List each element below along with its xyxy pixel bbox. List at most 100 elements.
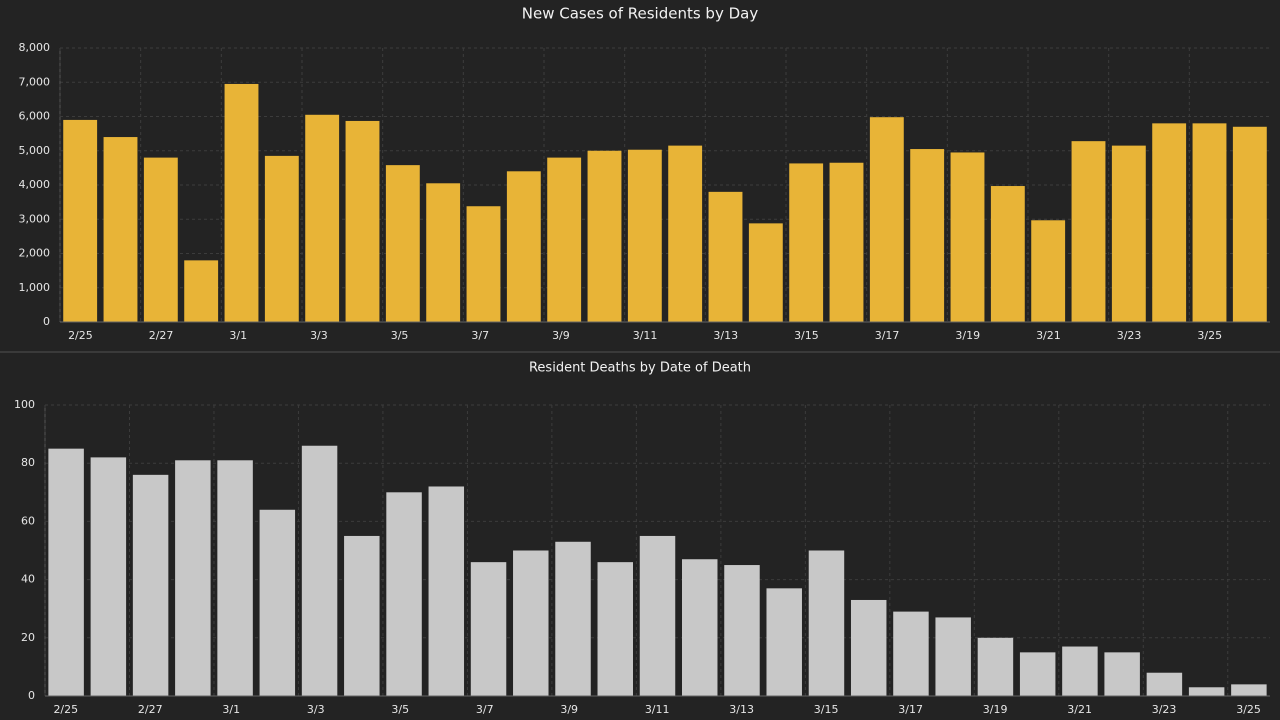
bar	[990, 186, 1025, 322]
bar	[1231, 684, 1267, 696]
x-tick-label: 3/3	[307, 703, 325, 716]
x-tick-label: 3/17	[898, 703, 923, 716]
bar	[143, 157, 178, 322]
bar	[1146, 672, 1183, 696]
bar	[850, 599, 887, 696]
bar	[345, 120, 380, 322]
chart-title: New Cases of Residents by Day	[522, 5, 759, 23]
x-tick-label: 2/25	[53, 703, 78, 716]
bar	[1152, 123, 1187, 322]
x-tick-label: 3/23	[1117, 329, 1142, 342]
x-tick-label: 2/27	[138, 703, 163, 716]
y-tick-label: 0	[43, 315, 50, 328]
bar	[175, 460, 211, 696]
bar	[869, 117, 904, 322]
y-tick-label: 6,000	[19, 110, 51, 123]
bar	[789, 163, 824, 322]
bar	[682, 559, 718, 696]
bar	[184, 260, 219, 322]
x-tick-label: 3/13	[729, 703, 754, 716]
y-tick-label: 2,000	[19, 247, 51, 260]
x-tick-label: 3/7	[476, 703, 494, 716]
y-tick-label: 5,000	[19, 144, 51, 157]
x-tick-label: 3/5	[391, 329, 409, 342]
x-tick-label: 2/25	[68, 329, 93, 342]
bar	[426, 183, 461, 322]
y-tick-label: 40	[21, 573, 35, 586]
bar	[386, 492, 422, 696]
bar	[555, 541, 591, 696]
bar	[708, 191, 743, 322]
bar	[466, 206, 501, 322]
bar	[259, 509, 296, 696]
x-tick-label: 3/25	[1197, 329, 1222, 342]
bar	[910, 149, 945, 322]
y-tick-label: 80	[21, 456, 35, 469]
bar	[344, 535, 380, 696]
bar	[217, 460, 253, 696]
bar	[627, 149, 662, 322]
bar	[1071, 141, 1106, 322]
bar	[808, 550, 845, 696]
y-tick-label: 4,000	[19, 178, 51, 191]
bar	[547, 157, 582, 322]
bar	[935, 617, 971, 696]
x-tick-label: 3/25	[1236, 703, 1261, 716]
x-tick-label: 2/27	[149, 329, 174, 342]
x-tick-label: 3/5	[391, 703, 409, 716]
x-tick-label: 3/15	[814, 703, 839, 716]
bar	[639, 535, 676, 696]
bar	[597, 562, 633, 696]
chart-title: Resident Deaths by Date of Death	[529, 361, 751, 376]
x-tick-label: 3/3	[310, 329, 328, 342]
bar	[103, 137, 138, 322]
y-tick-label: 100	[14, 398, 35, 411]
x-tick-label: 3/19	[955, 329, 980, 342]
bar	[301, 445, 338, 696]
bar	[224, 83, 259, 323]
y-tick-label: 8,000	[19, 41, 51, 54]
y-tick-label: 3,000	[19, 212, 51, 225]
bar	[977, 637, 1014, 696]
y-tick-label: 0	[28, 689, 35, 702]
y-tick-label: 60	[21, 514, 35, 527]
y-tick-label: 20	[21, 631, 35, 644]
bar	[513, 550, 549, 696]
bar	[48, 448, 84, 696]
x-tick-label: 3/11	[645, 703, 670, 716]
x-tick-label: 3/11	[633, 329, 658, 342]
bar	[1019, 652, 1056, 696]
x-tick-label: 3/1	[222, 703, 240, 716]
x-tick-label: 3/1	[229, 329, 247, 342]
bar	[470, 562, 507, 696]
bar	[1062, 646, 1098, 696]
bar	[1031, 220, 1066, 322]
bar	[668, 145, 703, 322]
bar	[950, 152, 985, 322]
bar	[1111, 145, 1146, 322]
bar	[766, 588, 802, 696]
bar	[748, 223, 783, 322]
bar	[132, 474, 169, 696]
bar	[428, 486, 465, 696]
bar	[385, 165, 420, 322]
bar	[1188, 687, 1225, 696]
bar	[1104, 652, 1140, 696]
x-tick-label: 3/13	[713, 329, 738, 342]
bar	[1232, 126, 1267, 323]
bar	[724, 565, 760, 696]
x-tick-label: 3/21	[1067, 703, 1092, 716]
bar	[893, 611, 929, 696]
x-tick-label: 3/9	[560, 703, 578, 716]
y-tick-label: 1,000	[19, 281, 51, 294]
bar	[829, 162, 864, 322]
x-tick-label: 3/9	[552, 329, 570, 342]
x-tick-label: 3/15	[794, 329, 819, 342]
x-tick-label: 3/7	[471, 329, 489, 342]
bar	[1192, 123, 1227, 322]
bar	[63, 119, 98, 322]
bar	[587, 150, 622, 322]
x-tick-label: 3/23	[1152, 703, 1177, 716]
